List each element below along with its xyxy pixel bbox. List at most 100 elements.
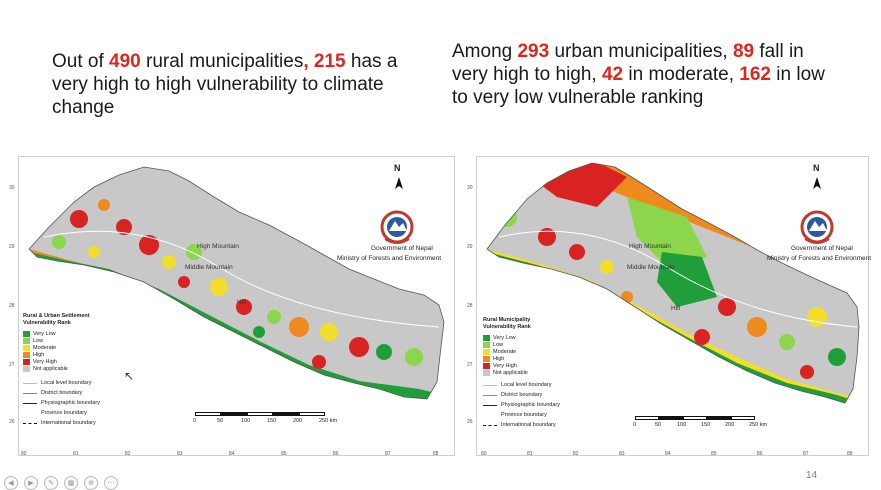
y-tick: 26	[9, 419, 15, 425]
legend-title: Rural & Urban Settlement	[23, 313, 90, 319]
x-tick: 88	[847, 451, 853, 457]
previous-slide-icon[interactable]: ◀	[4, 476, 18, 490]
x-tick: 82	[125, 451, 131, 457]
scale-label: 150	[267, 418, 277, 424]
headline-text: in moderate,	[623, 64, 740, 85]
more-options-icon[interactable]: ⋯	[104, 476, 118, 490]
legend-item-very-low: Very Low	[23, 330, 100, 337]
region-label-high-mountain: High Mountain	[197, 243, 239, 250]
region-label-middle-mountain: Middle Mountain	[627, 264, 675, 271]
scale-label: 0	[193, 418, 197, 424]
nepal-emblem-icon	[380, 210, 414, 244]
y-tick: 27	[9, 362, 15, 368]
x-tick: 84	[229, 451, 235, 457]
left-vulnerability-map: 30 29 28 27 26 80 81 82 83 84 85 86 87 8…	[9, 156, 455, 457]
zoom-icon[interactable]: ⊕	[84, 476, 98, 490]
scale-label: 150	[701, 422, 711, 428]
x-tick: 86	[757, 451, 763, 457]
scale-label: 100	[677, 422, 687, 428]
scale-label: 200	[725, 422, 735, 428]
legend-item-not-applicable: Not applicable	[483, 369, 560, 376]
headline-comma: ,	[303, 51, 314, 72]
legend-title: Vulnerability Rank	[483, 324, 531, 330]
x-tick: 87	[803, 451, 809, 457]
urban-total-number: 293	[517, 41, 550, 62]
nepal-emblem-icon	[800, 210, 834, 244]
slides-grid-icon[interactable]: ▦	[64, 476, 78, 490]
x-tick: 83	[177, 451, 183, 457]
x-tick: 85	[711, 451, 717, 457]
x-tick: 86	[333, 451, 339, 457]
ministry-label: Ministry of Forests and Environment	[767, 255, 872, 262]
headline-text: fall in very high to high,	[452, 41, 804, 85]
urban-high-number: 89	[732, 41, 755, 62]
legend-item-very-low: Very Low	[483, 334, 560, 341]
x-tick: 83	[619, 451, 625, 457]
x-tick: 80	[481, 451, 487, 457]
legend-item-moderate: Moderate	[23, 344, 100, 351]
region-label-middle-mountain: Middle Mountain	[185, 264, 233, 271]
x-tick: 81	[527, 451, 533, 457]
scale-label: 50	[655, 422, 662, 428]
next-slide-icon[interactable]: ▶	[24, 476, 38, 490]
legend-physiographic-boundary: Physiographic boundary	[23, 398, 100, 408]
ministry-label: Ministry of Forests and Environment	[337, 255, 442, 262]
map-legend: Rural Municipality Vulnerability Rank Ve…	[483, 317, 560, 430]
x-tick: 88	[433, 451, 439, 457]
urban-moderate-number: 42	[601, 64, 624, 85]
x-tick: 84	[665, 451, 671, 457]
legend-item-not-applicable: Not applicable	[23, 365, 100, 372]
headline-text: Among	[452, 41, 518, 62]
scale-label: 250 km	[319, 418, 338, 424]
y-tick: 29	[467, 244, 473, 250]
pen-icon[interactable]: ✎	[44, 476, 58, 490]
scale-label: 250 km	[749, 422, 768, 428]
north-label: N	[394, 163, 401, 173]
left-headline: Out of 490 rural municipalities, 215 has…	[52, 50, 422, 119]
legend-physiographic-boundary: Physiographic boundary	[483, 400, 560, 410]
map-legend: Rural & Urban Settlement Vulnerability R…	[23, 313, 100, 428]
headline-text: has a very high to high vulnerability to…	[52, 51, 398, 118]
legend-title: Vulnerability Rank	[23, 320, 71, 326]
region-label-hill: Hill	[671, 305, 681, 312]
legend-international-boundary: International boundary	[23, 418, 100, 428]
legend-district-boundary: District boundary	[23, 388, 100, 398]
x-tick: 80	[21, 451, 27, 457]
urban-low-number: 162	[739, 64, 771, 85]
y-tick: 26	[467, 419, 473, 425]
rural-high-number: 215	[313, 51, 346, 72]
region-label-hill: Hill	[237, 299, 247, 306]
gov-label: Government of Nepal	[371, 245, 433, 252]
legend-item-low: Low	[483, 341, 560, 348]
right-headline: Among 293 urban municipalities, 89 fall …	[452, 40, 842, 109]
scale-label: 50	[217, 418, 224, 424]
y-tick: 30	[467, 185, 473, 191]
north-label: N	[813, 163, 820, 173]
north-arrow-icon	[813, 177, 821, 189]
gov-label: Government of Nepal	[791, 245, 853, 252]
legend-province-boundary: Province boundary	[483, 410, 560, 420]
right-map-graphic	[486, 162, 860, 404]
right-vulnerability-map: 30 29 28 27 26 80 81 82 83 84 85 86 87 8…	[467, 156, 872, 457]
rural-total-number: 490	[109, 51, 141, 72]
legend-province-boundary: Province boundary	[23, 408, 100, 418]
scale-label: 200	[293, 418, 303, 424]
legend-title: Rural Municipality	[483, 317, 531, 323]
x-tick: 87	[385, 451, 391, 457]
y-tick: 29	[9, 244, 15, 250]
y-tick: 28	[9, 303, 15, 309]
y-tick: 30	[9, 185, 15, 191]
legend-local-boundary: Local level boundary	[483, 380, 560, 390]
legend-local-boundary: Local level boundary	[23, 378, 100, 388]
legend-international-boundary: International boundary	[483, 420, 560, 430]
legend-item-moderate: Moderate	[483, 348, 560, 355]
headline-text: Out of	[52, 51, 110, 72]
page-number: 14	[806, 470, 818, 481]
headline-text: urban municipalities,	[549, 41, 733, 62]
scale-bar: 0 50 100 150 200 250 km	[633, 416, 785, 432]
scale-label: 0	[633, 422, 637, 428]
legend-item-very-high: Very High	[23, 358, 100, 365]
mouse-cursor-icon: ↖	[124, 369, 135, 383]
y-tick: 28	[467, 303, 473, 309]
legend-item-high: High	[483, 355, 560, 362]
